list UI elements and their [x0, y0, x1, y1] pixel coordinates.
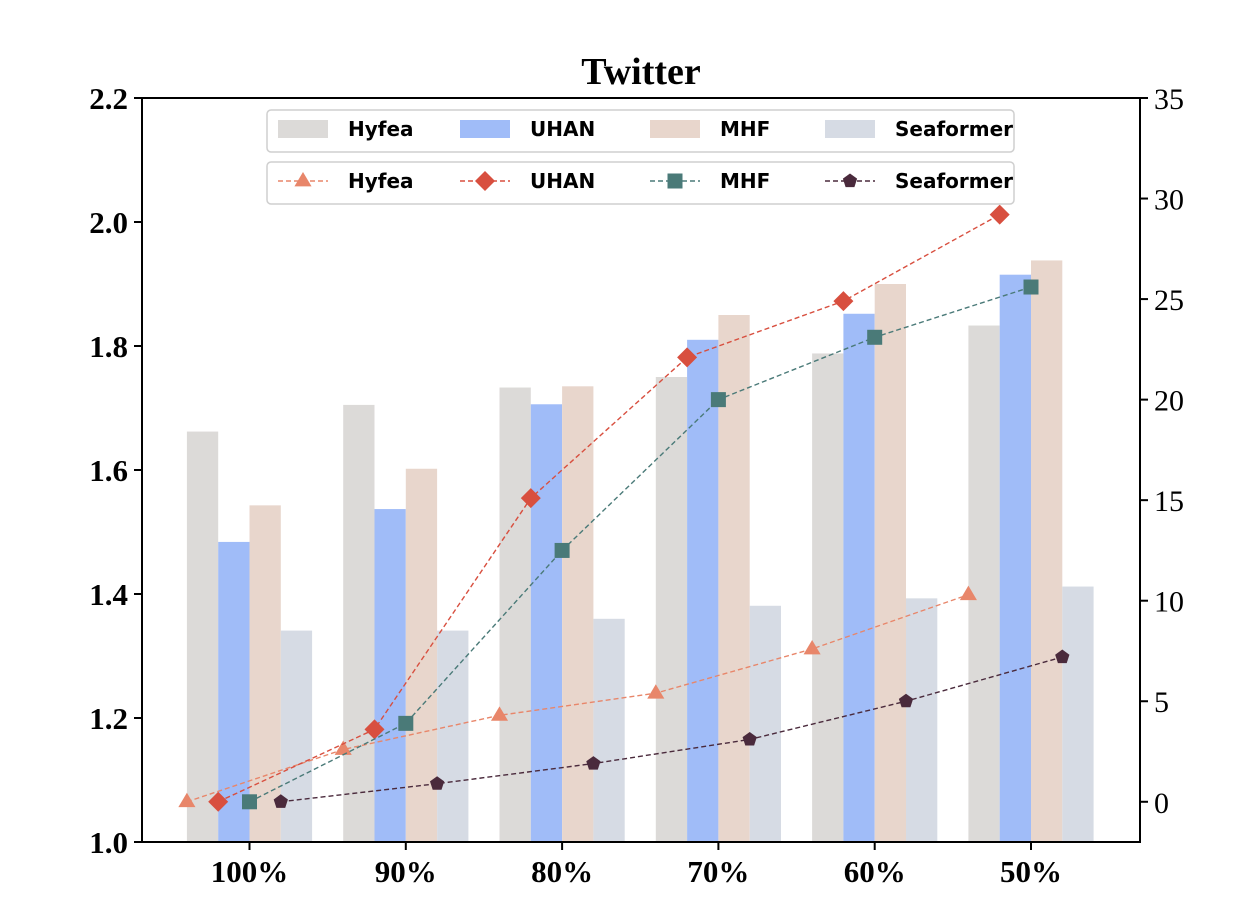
legend-marker-mhf: [667, 173, 683, 189]
bar-seaformer-3: [749, 605, 781, 842]
bar-uhan-5: [999, 274, 1031, 842]
bar-uhan-4: [843, 313, 875, 842]
bar-hyfea-0: [186, 431, 219, 842]
legend-bar-swatch-mhf: [650, 120, 700, 138]
point-seaformer-1: [429, 776, 445, 790]
y-right-tick-label: 0: [1154, 787, 1169, 820]
x-tick-label: 50%: [1000, 854, 1062, 889]
bar-uhan-1: [374, 509, 406, 842]
point-uhan-2: [520, 488, 541, 509]
x-tick-label: 90%: [375, 854, 437, 889]
legend-lines-frame: [266, 161, 1015, 205]
point-seaformer-2: [586, 756, 601, 770]
point-uhan-5: [989, 204, 1010, 225]
bar-hyfea-4: [812, 353, 844, 842]
legend-marker-hyfea: [294, 172, 312, 187]
x-tick-label: 60%: [844, 854, 906, 889]
y-left-tick-label: 2.0: [89, 205, 128, 240]
point-mhf-2: [554, 542, 570, 558]
point-mhf-0: [242, 794, 257, 810]
legend-bar-label-mhf: MHF: [720, 117, 770, 141]
legend-bar-swatch-seaformer: [825, 120, 875, 138]
point-uhan-3: [677, 347, 698, 368]
y-left-tick-label: 2.2: [89, 81, 128, 116]
bar-seaformer-1: [437, 630, 469, 842]
legend-bars: Hyfea UHAN MHF Seaformer: [266, 109, 1015, 153]
point-seaformer-0: [273, 794, 288, 808]
bar-mhf-1: [405, 468, 438, 842]
point-uhan-1: [364, 719, 385, 740]
y-left-tick-label: 1.2: [89, 701, 128, 736]
y-axis-right: 0 5 10 15 20 25 30 35: [1140, 83, 1184, 820]
line-mhf: [249, 286, 1032, 803]
bar-seaformer-0: [280, 630, 313, 842]
y-right-tick-label: 15: [1154, 485, 1184, 518]
legend-bar-swatch-hyfea: [278, 120, 328, 138]
point-seaformer-5: [1055, 649, 1070, 664]
point-hyfea-4: [803, 639, 821, 655]
bar-uhan-0: [218, 541, 250, 842]
legend-bar-label-seaformer: Seaformer: [895, 117, 1013, 141]
bar-layer: [186, 260, 1094, 842]
legend-marker-uhan: [475, 171, 495, 191]
y-axis-left: 1.0 1.2 1.4 1.6 1.8 2.0 2.2: [89, 81, 142, 860]
x-tick-label: 100%: [211, 854, 289, 889]
line-layer: [178, 204, 1070, 812]
legend-line-label-uhan: UHAN: [530, 169, 595, 193]
y-left-tick-label: 1.4: [89, 577, 128, 612]
y-left-tick-label: 1.0: [89, 825, 128, 860]
legend-bar-label-uhan: UHAN: [530, 117, 595, 141]
x-axis: 100% 90% 80% 70% 60% 50%: [211, 842, 1062, 889]
point-hyfea-3: [647, 684, 665, 699]
point-hyfea-5: [959, 585, 977, 601]
point-seaformer-3: [742, 731, 757, 746]
chart-title: Twitter: [581, 51, 701, 93]
bar-uhan-3: [687, 339, 719, 842]
legend-bar-swatch-uhan: [460, 120, 510, 138]
point-mhf-5: [1023, 279, 1039, 295]
legend-bar-label-hyfea: Hyfea: [348, 117, 414, 141]
bar-seaformer-5: [1062, 586, 1094, 842]
point-mhf-3: [710, 392, 726, 408]
line-hyfea: [186, 594, 969, 803]
bar-hyfea-3: [655, 377, 688, 842]
y-right-tick-label: 10: [1154, 586, 1184, 619]
x-tick-label: 70%: [687, 854, 749, 889]
point-uhan-4: [833, 291, 854, 312]
y-right-tick-label: 30: [1154, 184, 1184, 217]
legend-line-label-mhf: MHF: [720, 169, 770, 193]
bar-hyfea-5: [968, 325, 1000, 842]
point-hyfea-1: [334, 740, 352, 755]
point-mhf-4: [867, 329, 883, 345]
bar-uhan-2: [530, 404, 563, 842]
y-right-tick-label: 35: [1154, 83, 1184, 116]
point-seaformer-4: [898, 693, 914, 708]
line-seaformer: [280, 656, 1063, 803]
y-right-tick-label: 25: [1154, 284, 1184, 317]
bar-mhf-4: [874, 284, 906, 842]
x-tick-label: 80%: [531, 854, 593, 889]
point-hyfea-2: [490, 706, 509, 721]
bar-mhf-0: [249, 505, 281, 842]
y-right-tick-label: 20: [1154, 385, 1184, 418]
y-left-tick-label: 1.8: [89, 329, 128, 364]
y-right-tick-label: 5: [1154, 686, 1169, 719]
point-hyfea-0: [178, 792, 196, 808]
bar-mhf-2: [562, 386, 594, 842]
point-mhf-1: [398, 715, 414, 731]
bar-mhf-5: [1031, 260, 1063, 842]
legend-lines: Hyfea UHAN MHF Seaformer: [266, 161, 1015, 205]
line-uhan: [217, 214, 1001, 803]
bar-hyfea-1: [343, 404, 375, 842]
bar-seaformer-4: [906, 598, 938, 842]
legend-line-label-hyfea: Hyfea: [348, 169, 414, 193]
bar-seaformer-2: [593, 618, 625, 842]
legend-marker-seaformer: [842, 173, 858, 188]
point-uhan-0: [208, 791, 229, 812]
legend-line-label-seaformer: Seaformer: [895, 169, 1013, 193]
y-left-tick-label: 1.6: [89, 453, 128, 488]
